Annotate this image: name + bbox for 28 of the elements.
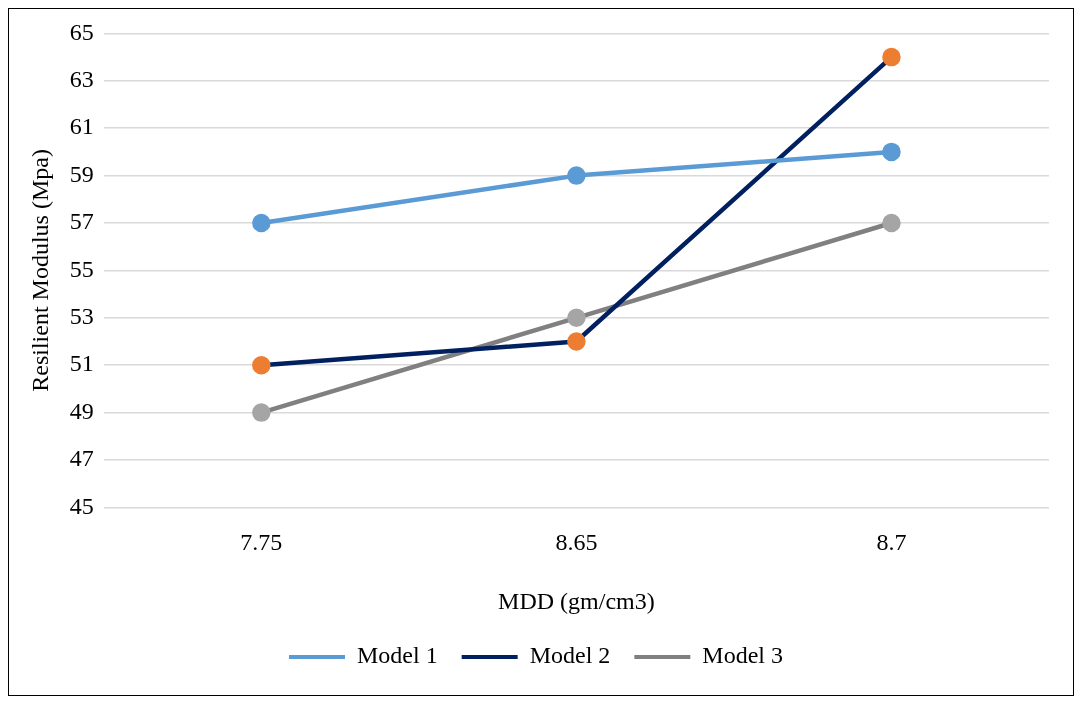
point xyxy=(567,308,586,328)
y-axis-title: Resilient Modulus (Mpa) xyxy=(26,149,53,392)
x-tick-label: 7.75 xyxy=(240,529,283,556)
legend-label: Model 1 xyxy=(357,642,438,669)
point xyxy=(882,213,901,233)
y-tick-label: 55 xyxy=(69,255,94,282)
legend-label: Model 3 xyxy=(702,642,783,669)
y-tick-label: 57 xyxy=(69,208,94,235)
legend-label: Model 2 xyxy=(529,642,611,669)
y-tick-label: 47 xyxy=(69,445,94,472)
point xyxy=(252,355,271,375)
x-tick-label: 8.65 xyxy=(555,529,598,556)
y-tick-label: 65 xyxy=(69,18,94,45)
y-tick-label: 49 xyxy=(69,397,94,424)
y-tick-label: 51 xyxy=(69,350,94,377)
y-tick-label: 45 xyxy=(69,492,94,519)
point xyxy=(567,332,586,351)
y-tick-label: 59 xyxy=(69,160,94,187)
y-tick-label: 63 xyxy=(69,66,94,93)
y-tick-label: 61 xyxy=(69,113,94,140)
x-axis-title: MDD (gm/cm3) xyxy=(498,587,655,614)
y-tick-label: 53 xyxy=(69,303,94,330)
point xyxy=(252,403,271,422)
point xyxy=(567,166,586,185)
x-tick-label: 8.7 xyxy=(876,529,907,556)
point xyxy=(882,142,901,162)
point xyxy=(882,47,901,67)
point xyxy=(252,213,271,233)
